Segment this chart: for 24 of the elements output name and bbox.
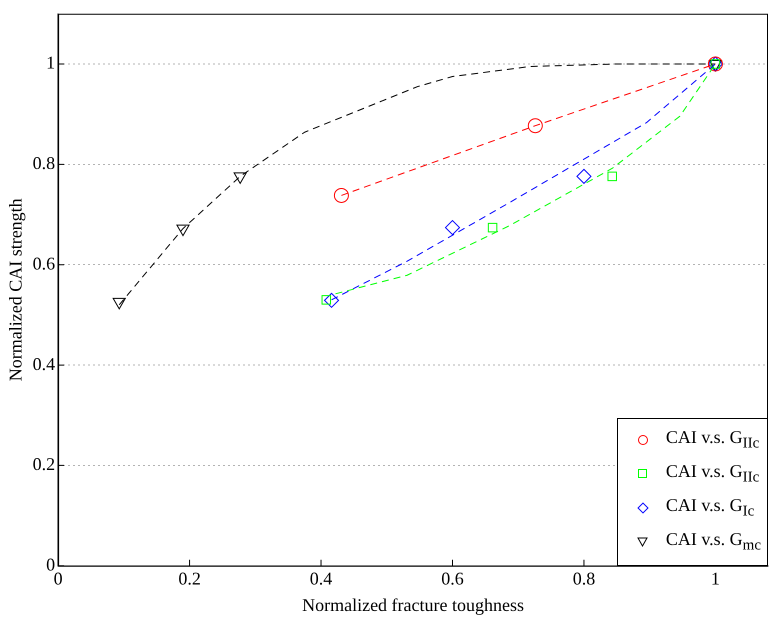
x-axis-title: Normalized fracture toughness <box>302 594 524 615</box>
point <box>444 220 460 236</box>
x-tick-label: 0.2 <box>178 568 201 588</box>
point <box>334 188 349 203</box>
point <box>528 118 543 134</box>
point <box>607 172 617 182</box>
y-tick-label: 1 <box>46 52 56 73</box>
y-tick-label: 0.8 <box>32 153 56 174</box>
x-tick-label: 0.8 <box>572 568 596 588</box>
point <box>576 168 592 184</box>
y-tick-label: 0.2 <box>32 454 56 474</box>
x-tick-label: 0.4 <box>310 568 332 588</box>
legend-label: CAI v.s. G$_{mc}$ <box>666 529 761 555</box>
legend-label: CAI v.s. G$_{IIc}$ <box>666 427 760 453</box>
y-tick-label: 0.4 <box>32 354 56 374</box>
x-tick-label: 0.6 <box>441 568 464 588</box>
y-axis-title: Normalized CAI strength <box>6 198 26 382</box>
point <box>488 222 498 232</box>
point <box>324 292 340 308</box>
legend-label: CAI v.s. G$_{IIc}$ <box>666 461 760 487</box>
y-tick-label: 0.6 <box>32 253 56 274</box>
y-tick-label: 0 <box>46 554 56 575</box>
x-tick-label: 1 <box>710 568 720 588</box>
legend-label: CAI v.s. G$_{Ic}$ <box>666 495 754 521</box>
